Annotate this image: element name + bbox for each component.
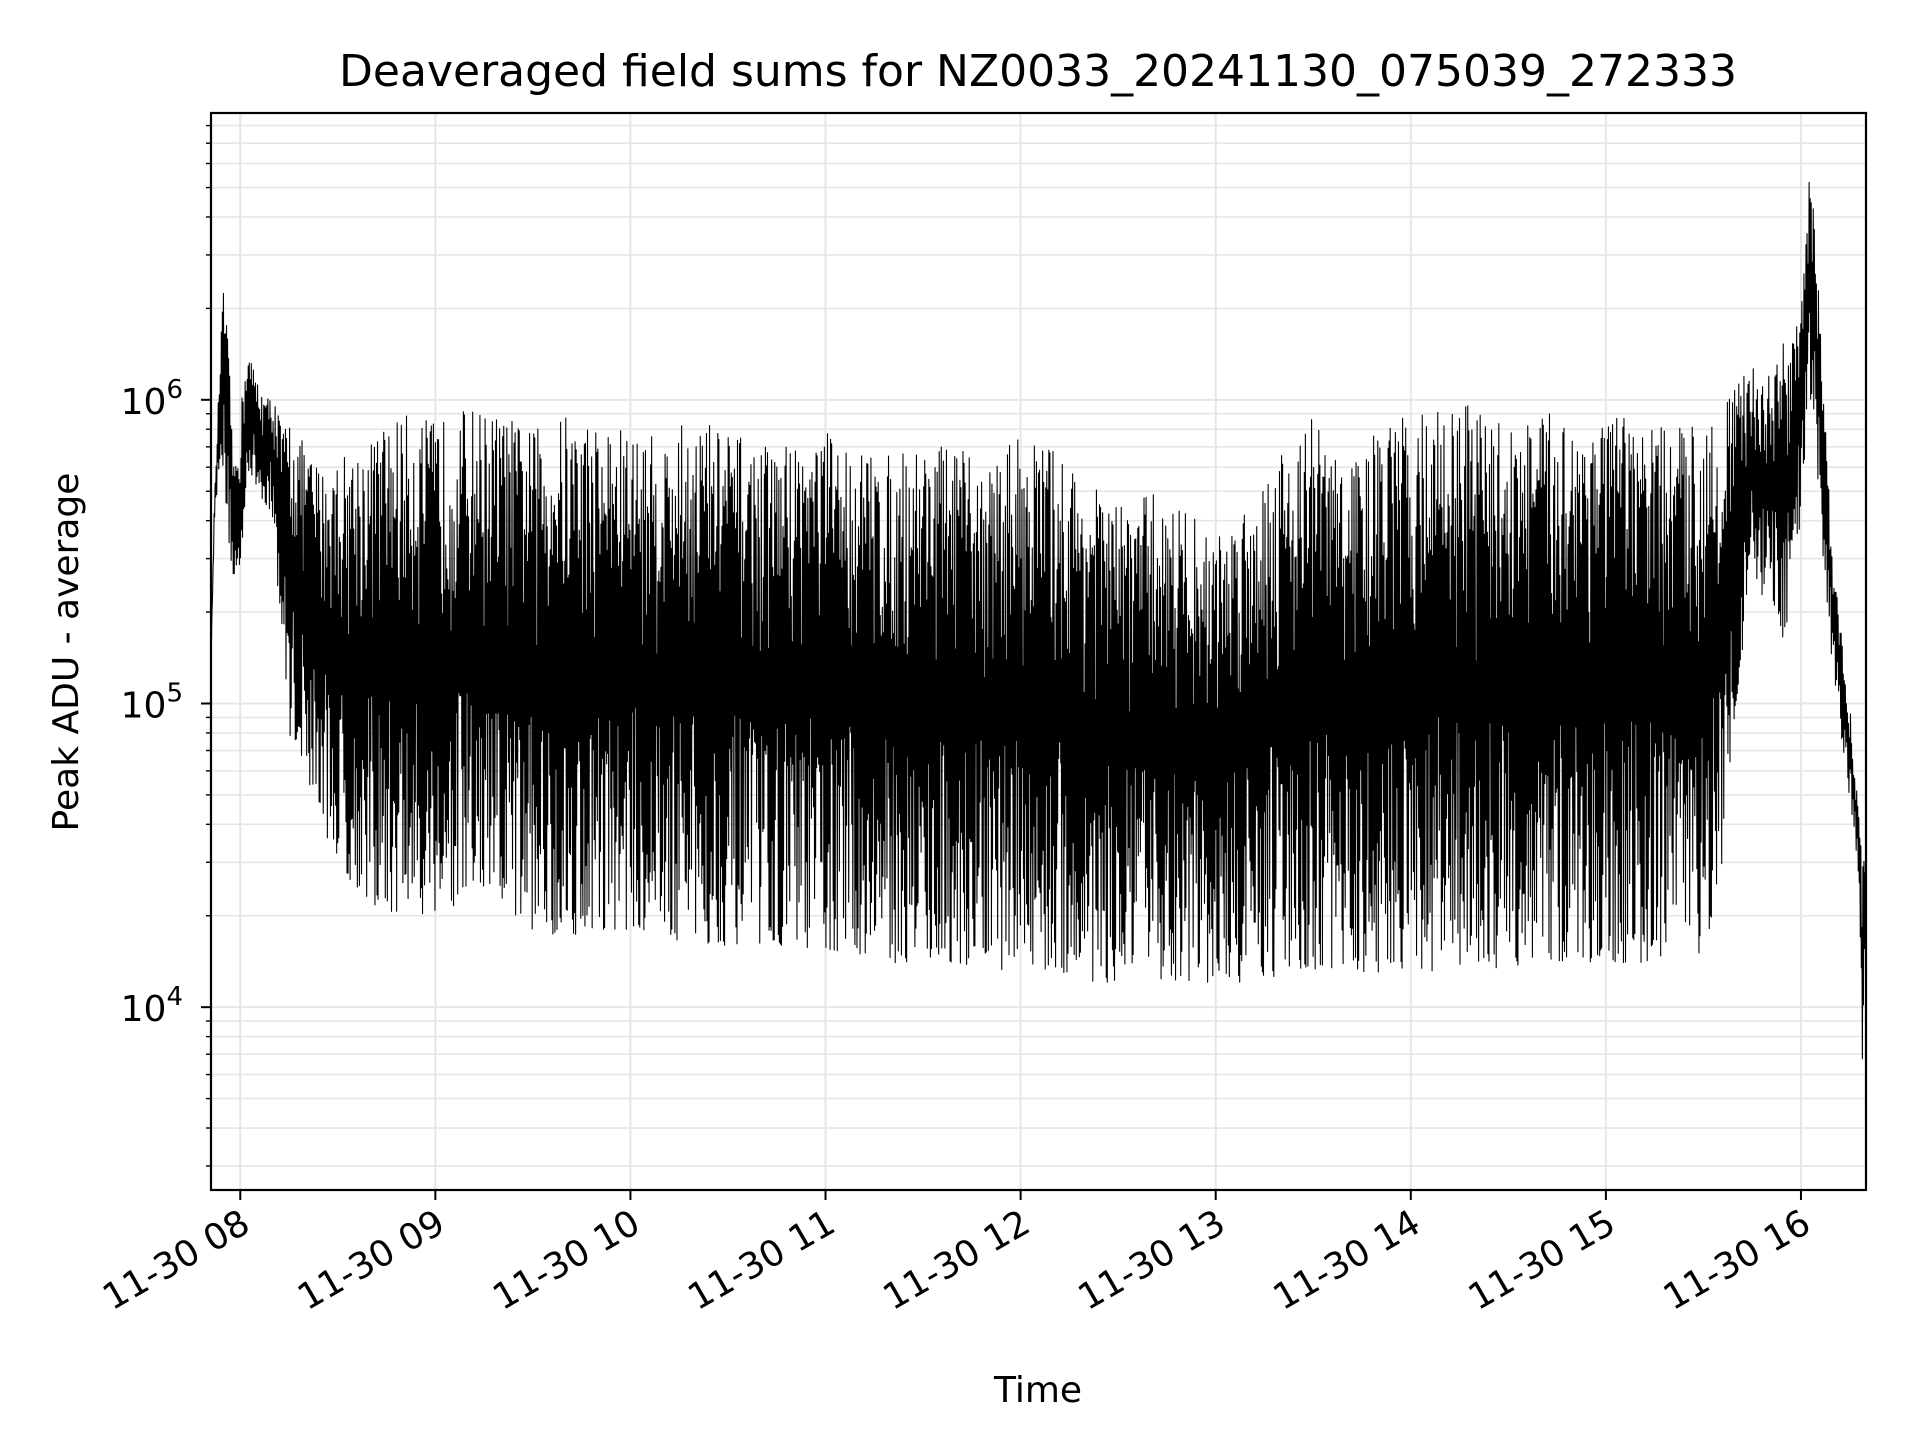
x-tick-label: 11-30 16 bbox=[1657, 1202, 1818, 1318]
data-series bbox=[210, 181, 1867, 1060]
x-tick-label: 11-30 08 bbox=[96, 1202, 257, 1318]
y-tick-label: 104 bbox=[121, 982, 183, 1030]
x-tick-label: 11-30 09 bbox=[291, 1202, 452, 1318]
x-tick-label: 11-30 10 bbox=[486, 1202, 647, 1318]
y-tick-label: 106 bbox=[121, 375, 183, 423]
chart-title: Deaveraged field sums for NZ0033_2024113… bbox=[339, 46, 1737, 97]
x-tick-label: 11-30 14 bbox=[1267, 1202, 1428, 1318]
x-tick-label: 11-30 12 bbox=[876, 1202, 1037, 1318]
x-tick-label: 11-30 15 bbox=[1462, 1202, 1623, 1318]
x-tick-label: 11-30 13 bbox=[1072, 1202, 1233, 1318]
x-axis-ticks: 11-30 08 11-30 09 11-30 10 11-30 11 11-30 12… bbox=[96, 1190, 1817, 1319]
y-axis-ticks: 104 105 106 bbox=[121, 124, 211, 1167]
y-axis-label: Peak ADU - average bbox=[46, 473, 87, 832]
x-tick-label: 11-30 11 bbox=[681, 1202, 842, 1318]
x-axis-label: Time bbox=[993, 1370, 1082, 1411]
series-line bbox=[210, 181, 1867, 1060]
plot-frame bbox=[209, 111, 1868, 1192]
y-tick-label: 105 bbox=[121, 678, 183, 726]
